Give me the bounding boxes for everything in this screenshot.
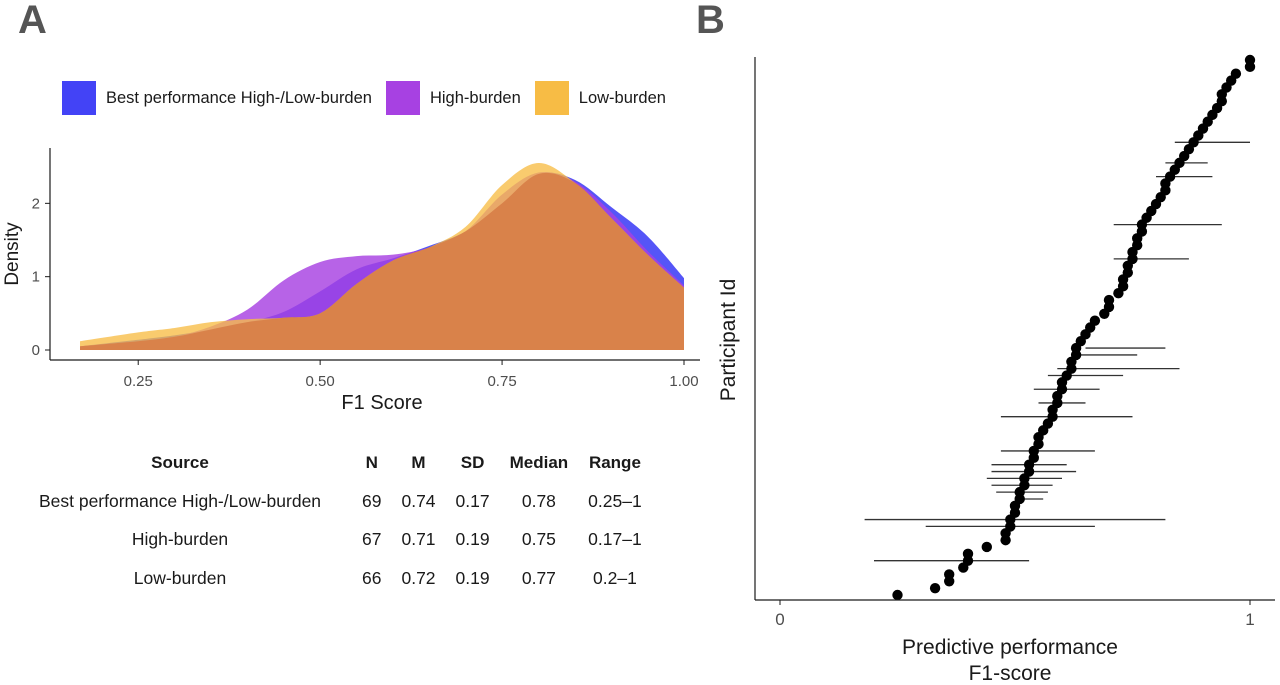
- legend-swatch-low: [534, 81, 569, 115]
- legend-label-best: Best performance High-/Low-burden: [106, 88, 372, 107]
- legend-item-high: High-burden: [385, 81, 521, 115]
- table-cell-range: 0.17–1: [588, 529, 642, 550]
- table-cell-mean: 0.72: [401, 567, 436, 588]
- table-header-mean: M: [411, 453, 426, 472]
- participant-point: [981, 541, 992, 553]
- participant-x-axis-label-line2: F1-score: [969, 662, 1052, 685]
- table-header-n: N: [365, 453, 378, 472]
- table-cell-sd: 0.19: [455, 529, 490, 550]
- density-area-overlap: [80, 172, 684, 350]
- legend-item-best: Best performance High-/Low-burden: [62, 81, 372, 115]
- participant-points: [892, 54, 1256, 601]
- legend-label-high: High-burden: [429, 88, 521, 107]
- table-row: Low-burden 66 0.72 0.19 0.77 0.2–1: [8, 559, 652, 598]
- density-x-tick-label: 0.25: [124, 373, 153, 390]
- table-header-sd: SD: [460, 453, 485, 472]
- participant-x-axis-label-line1: Predictive performance: [902, 636, 1118, 659]
- table-cell-mean: 0.74: [401, 490, 436, 511]
- summary-stats-table: Source N M SD Median Range Best performa…: [8, 444, 652, 598]
- density-x-axis-label: F1 Score: [341, 392, 422, 414]
- density-y-tick-label: 0: [32, 342, 40, 359]
- table-cell-source: Best performance High-/Low-burden: [38, 490, 322, 511]
- table-header-range: Range: [588, 453, 641, 472]
- table-cell-median: 0.77: [521, 567, 556, 588]
- table-cell-source: Low-burden: [133, 567, 227, 588]
- table-header-median: Median: [509, 453, 569, 472]
- table-cell-n: 67: [362, 529, 382, 550]
- density-y-axis-label: Density: [2, 222, 23, 286]
- participant-point: [1103, 294, 1115, 306]
- participant-point: [1244, 54, 1256, 66]
- table-cell-range: 0.25–1: [588, 490, 642, 511]
- participant-point: [962, 548, 974, 560]
- density-chart: 0.25 0.50 0.75 1.00 0 1 2 F1 Score Density: [2, 148, 700, 414]
- participant-x-tick-label: 1: [1245, 610, 1254, 629]
- participant-point: [929, 582, 941, 594]
- error-bars: [864, 141, 1250, 562]
- table-row: High-burden 67 0.71 0.19 0.75 0.17–1: [8, 521, 652, 560]
- density-areas: [80, 162, 684, 350]
- participant-point: [1089, 315, 1101, 326]
- legend-item-low: Low-burden: [534, 81, 666, 115]
- legend-label-low: Low-burden: [578, 88, 666, 107]
- table-header-row: Source N M SD Median Range: [8, 444, 652, 482]
- density-y-tick-label: 1: [32, 269, 40, 286]
- density-y-tick-label: 2: [32, 195, 40, 212]
- table-cell-n: 66: [362, 567, 382, 588]
- density-x-tick-label: 1.00: [669, 373, 698, 390]
- legend-swatch-high: [385, 81, 420, 115]
- participant-point: [944, 569, 955, 580]
- participant-point: [1230, 68, 1242, 79]
- table-cell-source: High-burden: [131, 529, 229, 550]
- participant-x-tick-label: 0: [775, 610, 784, 629]
- density-legend: Best performance High-/Low-burden High-b…: [62, 80, 680, 116]
- participant-point: [892, 589, 903, 601]
- table-header-source: Source: [151, 453, 209, 472]
- density-x-tick-label: 0.75: [487, 373, 516, 390]
- table-cell-range: 0.2–1: [593, 567, 637, 588]
- panel-letter-a: A: [18, 0, 47, 42]
- table-cell-median: 0.75: [521, 529, 556, 550]
- legend-swatch-best: [62, 81, 96, 115]
- table-cell-mean: 0.71: [401, 529, 436, 550]
- density-x-tick-label: 0.50: [306, 373, 335, 390]
- table-cell-sd: 0.17: [455, 490, 490, 511]
- table-cell-sd: 0.19: [455, 567, 490, 588]
- panel-letter-b: B: [696, 0, 725, 42]
- table-cell-median: 0.78: [521, 490, 556, 511]
- density-axes: 0.25 0.50 0.75 1.00 0 1 2: [32, 148, 700, 390]
- table-row: Best performance High-/Low-burden 69 0.7…: [8, 482, 652, 521]
- participant-y-axis-label: Participant Id: [717, 279, 740, 402]
- table-cell-n: 69: [362, 490, 382, 511]
